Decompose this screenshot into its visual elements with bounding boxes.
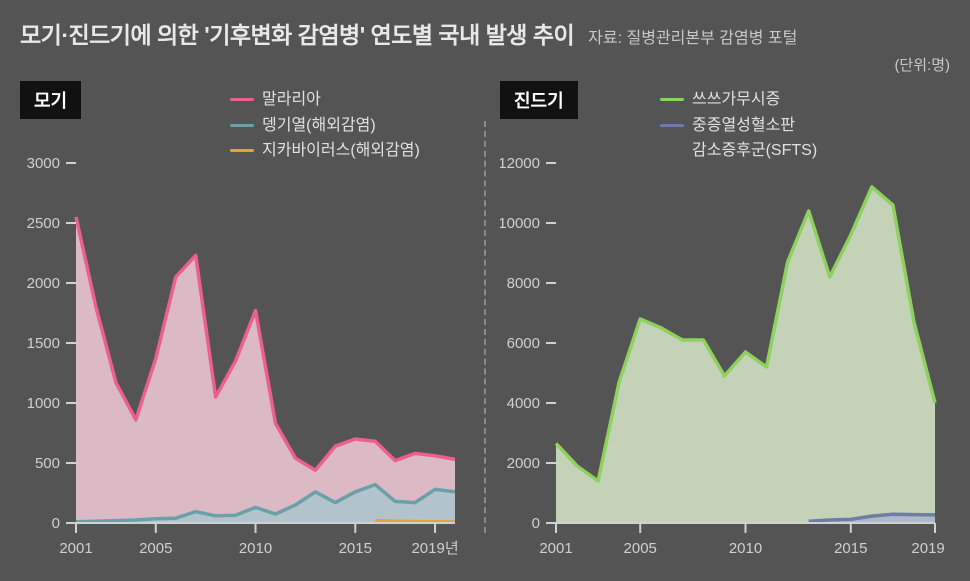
y-tick-label: 2000: [507, 455, 540, 472]
right-panel-title: 진드기: [500, 81, 578, 119]
legend-label: 쓰쓰가무시증: [692, 87, 780, 113]
y-tick-label: 3000: [27, 155, 60, 172]
legend-item: 뎅기열(해외감염): [230, 113, 420, 139]
x-tick-label: 2005: [624, 540, 657, 557]
legend-swatch: [660, 98, 684, 101]
left-legend: 말라리아뎅기열(해외감염)지카바이러스(해외감염): [230, 87, 420, 164]
x-tick-label: 2010: [239, 540, 272, 557]
y-tick-label: 6000: [507, 335, 540, 352]
series-line: [375, 521, 455, 522]
legend-swatch: [230, 149, 254, 152]
chart-header: 모기·진드기에 의한 '기후변화 감염병' 연도별 국내 발생 추이 자료: 질…: [0, 0, 970, 54]
unit-label: (단위:명): [0, 54, 970, 81]
x-tick-label: 2001: [539, 540, 572, 557]
y-tick-label: 4000: [507, 395, 540, 412]
legend-item: 지카바이러스(해외감염): [230, 138, 420, 164]
left-panel: 모기 말라리아뎅기열(해외감염)지카바이러스(해외감염) 0 500 1000 150…: [20, 81, 470, 563]
y-tick-label: 1500: [27, 335, 60, 352]
legend-label: 말라리아: [262, 87, 321, 113]
y-tick-label: 0: [532, 515, 540, 532]
legend-swatch: [660, 124, 684, 127]
y-tick-label: 10000: [500, 215, 540, 232]
legend-item: 쓰쓰가무시증: [660, 87, 817, 113]
x-tick-label: 2019년: [411, 540, 458, 557]
x-tick-label: 2015: [339, 540, 372, 557]
panel-divider: [484, 121, 486, 533]
y-tick-label: 2000: [27, 275, 60, 292]
y-tick-label: 1000: [27, 395, 60, 412]
legend-label: 중증열성혈소판 감소증후군(SFTS): [692, 113, 817, 164]
x-tick-label: 2005: [139, 540, 172, 557]
x-tick-label: 2015: [834, 540, 867, 557]
main-title: 모기·진드기에 의한 '기후변화 감염병' 연도별 국내 발생 추이: [20, 16, 574, 50]
legend-item: 말라리아: [230, 87, 420, 113]
x-tick-label: 2001: [59, 540, 92, 557]
right-legend: 쓰쓰가무시증중증열성혈소판 감소증후군(SFTS): [660, 87, 817, 164]
source-label: 자료: 질병관리본부 감염병 포털: [588, 24, 797, 48]
left-panel-title: 모기: [20, 81, 81, 119]
y-tick-label: 12000: [500, 155, 540, 172]
left-plot: 0 500 1000 1500 2000 2500 3000 2001 2005 2010 2015…: [20, 123, 465, 563]
y-tick-label: 0: [52, 515, 60, 532]
y-tick-label: 8000: [507, 275, 540, 292]
legend-swatch: [230, 98, 254, 101]
legend-item: 중증열성혈소판 감소증후군(SFTS): [660, 113, 817, 164]
charts-row: 모기 말라리아뎅기열(해외감염)지카바이러스(해외감염) 0 500 1000 150…: [0, 81, 970, 573]
right-plot: 0 2000 4000 6000 8000 10000 12000 2001 2005 2010 2…: [500, 123, 945, 563]
y-tick-label: 2500: [27, 215, 60, 232]
y-tick-label: 500: [35, 455, 60, 472]
series-area: [556, 187, 935, 523]
legend-label: 뎅기열(해외감염): [262, 113, 376, 139]
legend-swatch: [230, 124, 254, 127]
x-tick-label: 2010: [729, 540, 762, 557]
right-panel: 진드기 쓰쓰가무시증중증열성혈소판 감소증후군(SFTS) 0 2000 4000 6…: [500, 81, 950, 563]
x-tick-label: 2019년: [911, 540, 945, 557]
legend-label: 지카바이러스(해외감염): [262, 138, 420, 164]
